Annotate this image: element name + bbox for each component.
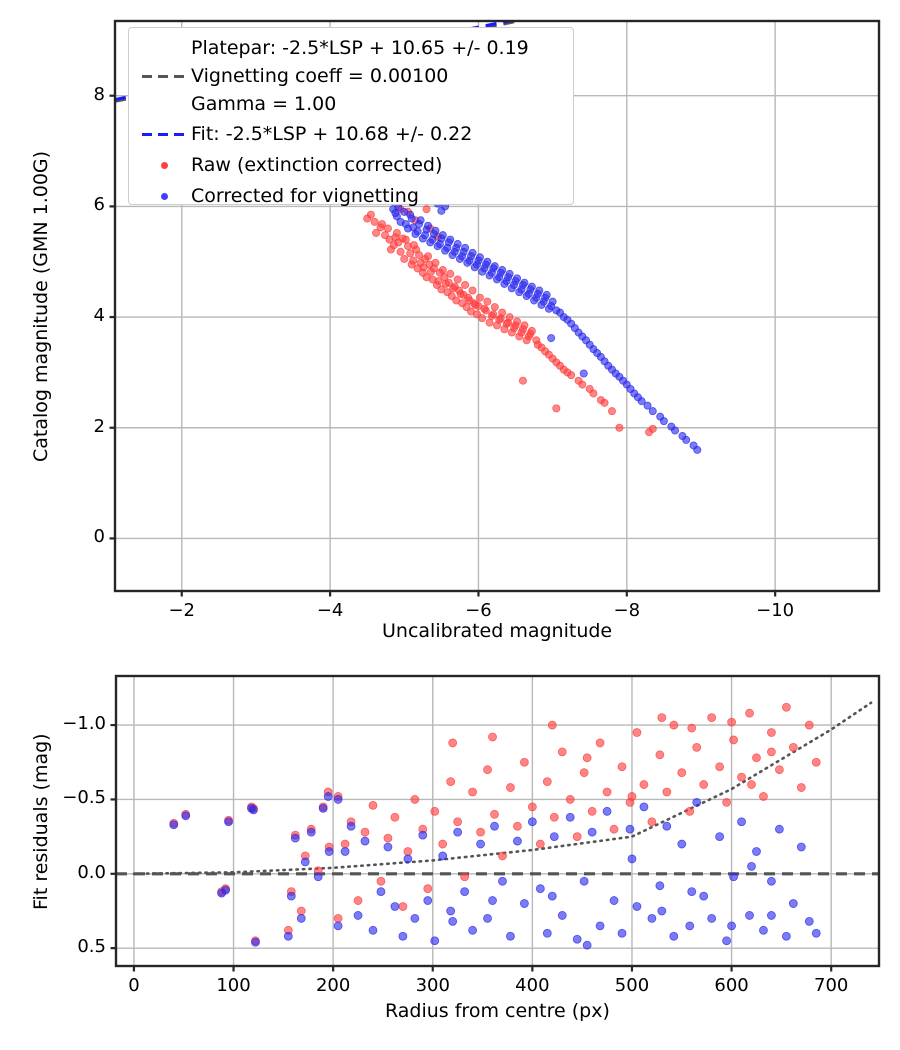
bottom-plot-content — [116, 701, 879, 950]
legend-handle-fit-line — [137, 121, 191, 147]
bottom-ytick-0_5: 0.5 — [77, 936, 106, 958]
legend-handle-corrected-marker — [137, 183, 191, 209]
top-plot-x-axis-label: Uncalibrated magnitude — [382, 620, 613, 642]
legend-label-gamma: Gamma = 1.00 — [191, 93, 337, 115]
series-corrected-for-vignetting — [389, 199, 702, 454]
top-xtick--4: −4 — [316, 600, 344, 621]
blue-dot-marker-icon — [161, 192, 168, 200]
top-xtick--8: −8 — [613, 600, 641, 621]
top-ytick-6: 6 — [93, 194, 105, 216]
top-plot-y-axis-label: Catalog magnitude (GMN 1.00G) — [30, 150, 52, 462]
legend-label-vignetting-coeff: Vignetting coeff = 0.00100 — [191, 65, 449, 87]
bottom-axes-group — [110, 674, 881, 972]
bottom-ytick-0: 0.0 — [77, 861, 106, 883]
legend-row-fit: Fit: -2.5*LSP + 10.68 +/- 0.22 — [137, 118, 565, 149]
bottom-xtick-400: 400 — [515, 975, 550, 996]
legend-row-raw: Raw (extinction corrected) — [137, 149, 565, 180]
legend-handle-empty — [137, 35, 191, 61]
legend-handle-raw-marker — [137, 152, 191, 178]
bottom-ytick--1: −1.0 — [62, 713, 106, 735]
legend-label-corrected: Corrected for vignetting — [191, 184, 419, 207]
legend-row-gamma: Gamma = 1.00 — [137, 90, 565, 118]
legend-row-vignetting-coeff: Vignetting coeff = 0.00100 — [137, 62, 565, 90]
bottom-plot-y-axis-label: Fit residuals (mag) — [30, 732, 52, 910]
legend-handle-empty-2 — [137, 91, 191, 117]
gray-dashed-line-icon — [142, 75, 186, 78]
top-ytick-0: 0 — [93, 526, 105, 548]
top-xtick--6: −6 — [465, 600, 492, 621]
legend-row-corrected: Corrected for vignetting — [137, 180, 565, 211]
bottom-xtick-100: 100 — [216, 975, 251, 996]
bottom-spine — [114, 674, 881, 968]
series-corrected-for-vignetting — [169, 792, 821, 950]
top-xtick--2: −2 — [168, 600, 196, 621]
bottom-plot-x-axis-label: Radius from centre (px) — [385, 1000, 610, 1022]
legend-label-platepar: Platepar: -2.5*LSP + 10.65 +/- 0.19 — [191, 37, 529, 59]
top-xtick--10: −10 — [756, 600, 795, 621]
bottom-xtick-0: 0 — [128, 975, 140, 996]
series-raw-extinction-corrected- — [363, 205, 657, 437]
vignetting-curve — [132, 701, 873, 876]
red-dot-marker-icon — [161, 161, 168, 169]
bottom-xtick-300: 300 — [415, 975, 450, 996]
bottom-xtick-600: 600 — [714, 975, 749, 996]
top-ytick-4: 4 — [93, 305, 105, 327]
bottom-xtick-200: 200 — [315, 975, 351, 996]
top-ytick-2: 2 — [93, 415, 105, 437]
legend-row-platepar: Platepar: -2.5*LSP + 10.65 +/- 0.19 — [137, 34, 565, 62]
bottom-xtick-700: 700 — [814, 975, 849, 996]
top-ytick-8: 8 — [93, 83, 105, 105]
bottom-ytick--0_5: −0.5 — [62, 787, 106, 809]
legend-handle-platepar-line — [137, 63, 191, 89]
blue-dashed-line-icon — [142, 132, 186, 136]
bottom-xtick-500: 500 — [614, 975, 650, 996]
top-spine — [113, 19, 881, 593]
legend-label-raw: Raw (extinction corrected) — [191, 153, 443, 176]
legend: Platepar: -2.5*LSP + 10.65 +/- 0.19 Vign… — [128, 27, 574, 207]
legend-label-fit: Fit: -2.5*LSP + 10.68 +/- 0.22 — [191, 122, 473, 145]
